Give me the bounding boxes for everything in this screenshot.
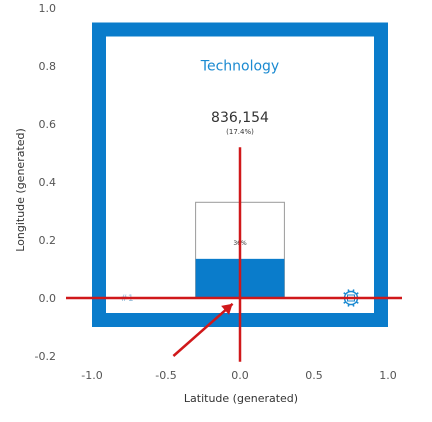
x-tick-label: 1.0 xyxy=(379,369,397,382)
total-value-label: 836,154 xyxy=(211,110,269,126)
axes-layer: -1.0 -0.5 0.0 0.5 1.0 -0.2 0.0 0.2 0.4 0.6 0.8 1.0 L… xyxy=(14,2,397,405)
y-tick-label: 0.4 xyxy=(39,176,57,189)
total-percent-label: (17.4%) xyxy=(226,128,254,136)
pointer-arrow-shaft xyxy=(172,302,234,357)
x-tick-label: -0.5 xyxy=(155,369,176,382)
y-axis-label: Longitude (generated) xyxy=(14,128,27,252)
x-tick-label: -1.0 xyxy=(81,369,102,382)
panel-title: Technology xyxy=(200,59,279,75)
x-tick-label: 0.5 xyxy=(305,369,323,382)
y-tick-label: 0.6 xyxy=(39,118,57,131)
x-axis-label: Latitude (generated) xyxy=(184,392,298,405)
y-tick-label: 0.8 xyxy=(39,60,57,73)
y-tick-label: -0.2 xyxy=(35,350,56,363)
pointer-arrow-head xyxy=(221,303,233,315)
crosshair-layer xyxy=(66,147,402,362)
x-tick-label: 0.0 xyxy=(231,369,249,382)
y-tick-label: 1.0 xyxy=(39,2,57,15)
y-tick-label: 0.2 xyxy=(39,234,57,247)
y-tick-label: 0.0 xyxy=(39,292,57,305)
